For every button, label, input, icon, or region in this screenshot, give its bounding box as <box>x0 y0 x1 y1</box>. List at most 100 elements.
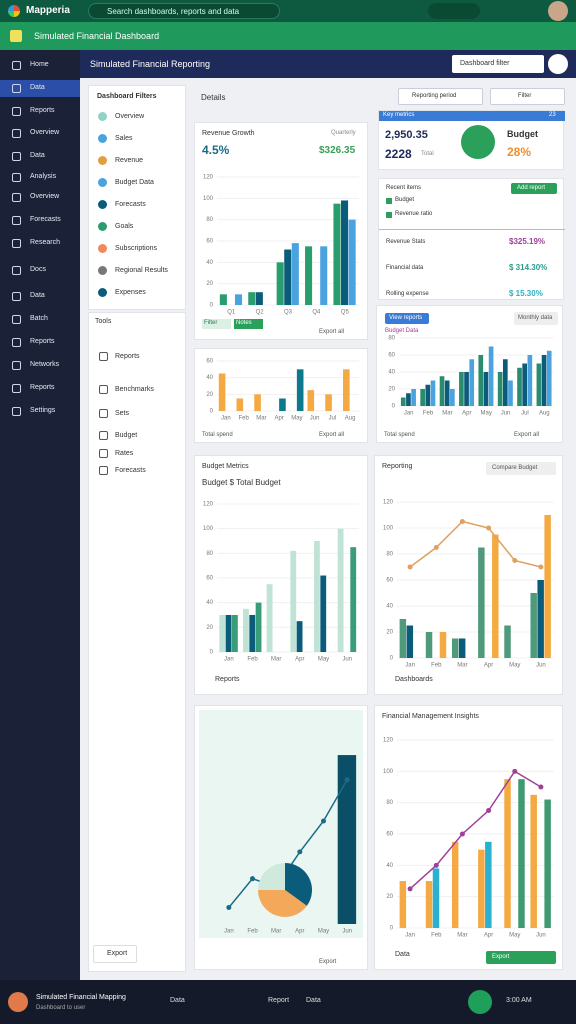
tool-item[interactable]: Reports <box>93 349 183 365</box>
line <box>409 770 542 890</box>
tab-icon <box>10 30 22 42</box>
sidebar-item[interactable]: Reports <box>0 334 80 351</box>
y-tick-label: 40 <box>206 375 213 381</box>
filter-icon <box>98 134 107 143</box>
sidebar-icon <box>12 129 21 138</box>
filter-icon <box>98 222 107 231</box>
sidebar-item[interactable]: Reports <box>0 103 80 120</box>
sidebar-item[interactable]: Overview <box>0 125 80 142</box>
bar <box>541 355 547 406</box>
bar <box>406 393 411 406</box>
filter-item[interactable]: Goals <box>93 218 183 236</box>
footer-icon[interactable] <box>468 990 492 1014</box>
dropdown[interactable] <box>490 88 565 105</box>
tool-icon <box>99 409 108 418</box>
sidebar-label: Home <box>30 61 49 68</box>
sidebar-icon <box>12 107 21 116</box>
filter-item[interactable]: Revenue <box>93 152 183 170</box>
y-tick-label: 60 <box>206 359 213 365</box>
sidebar-item[interactable]: Analysis <box>0 169 80 186</box>
tool-item[interactable]: Budget <box>93 428 183 444</box>
chart: Jan Feb Mar Apr May Jun <box>199 710 363 938</box>
card: Budget Metrics Budget $ Total Budget Repor… <box>194 455 368 695</box>
x-tick-label: Apr <box>484 663 493 669</box>
sidebar-item[interactable]: Reports <box>0 380 80 397</box>
y-tick-label: 40 <box>386 863 393 869</box>
sidebar-item[interactable]: Docs <box>0 262 80 279</box>
bar <box>234 294 243 305</box>
chart-button[interactable] <box>486 462 556 475</box>
y-tick-label: 100 <box>203 526 214 532</box>
filter-item[interactable]: Overview <box>93 108 183 126</box>
filter-item[interactable]: Regional Results <box>93 262 183 280</box>
x-tick-label: Jun <box>310 416 320 422</box>
bar <box>432 868 440 928</box>
sidebar-item[interactable]: Home <box>0 57 80 74</box>
header-icon[interactable] <box>548 54 568 74</box>
filter-icon <box>98 244 107 253</box>
badge-label: Filter <box>204 320 218 326</box>
tool-item[interactable]: Forecasts <box>93 463 183 479</box>
tool-label: Sets <box>115 410 130 417</box>
sidebar-item[interactable]: Data <box>0 148 80 165</box>
sidebar-item[interactable]: Forecasts <box>0 212 80 229</box>
button-label: Export <box>492 954 510 960</box>
top-button[interactable] <box>428 3 480 19</box>
tool-item[interactable]: Rates <box>93 446 183 462</box>
filter-item[interactable]: Forecasts <box>93 196 183 214</box>
chart-label: Total spend <box>384 432 415 438</box>
bar <box>314 541 320 652</box>
chart-button[interactable] <box>385 313 429 324</box>
card: Revenue Growth Quarterly 4.5% $326.35 Filter… <box>194 122 368 340</box>
line-point <box>459 831 465 837</box>
badge <box>234 319 263 329</box>
filter-button[interactable]: Dashboard filter <box>452 55 544 73</box>
x-tick-label: Feb <box>431 663 442 669</box>
chart-button[interactable] <box>514 312 558 325</box>
sidebar-item[interactable]: Data <box>0 80 80 97</box>
card: Reporting Compare Budget Dashboards 0 20 40 60… <box>374 455 563 695</box>
sidebar-label: Research <box>30 239 60 246</box>
sidebar-label: Overview <box>30 193 60 200</box>
dropdown[interactable] <box>398 88 483 105</box>
tool-item[interactable]: Benchmarks <box>93 382 183 398</box>
list-icon <box>386 212 392 218</box>
kpi-percent: 28% <box>507 145 532 159</box>
add-button[interactable] <box>511 183 557 194</box>
filter-label: Forecasts <box>115 201 146 208</box>
filter-item[interactable]: Sales <box>93 130 183 148</box>
export-button[interactable] <box>93 945 137 963</box>
pie-slice <box>258 890 307 917</box>
sidebar-item[interactable]: Data <box>0 288 80 305</box>
sidebar-item[interactable]: Batch <box>0 311 80 328</box>
sidebar-item[interactable]: Settings <box>0 403 80 420</box>
footer-status: Report <box>268 997 290 1004</box>
chart-footer: Reports <box>215 676 240 683</box>
chart-title: Reporting <box>382 463 413 470</box>
sidebar-item[interactable]: Research <box>0 235 80 252</box>
y-tick-label: 20 <box>386 894 393 900</box>
y-tick-label: 60 <box>386 832 393 838</box>
tool-label: Rates <box>115 450 134 457</box>
filter-item[interactable]: Budget Data <box>93 174 183 192</box>
sidebar-item[interactable]: Overview <box>0 189 80 206</box>
x-tick-label: Feb <box>247 657 258 663</box>
x-tick-label: Apr <box>462 411 471 417</box>
x-tick-label: May <box>481 411 492 417</box>
tool-label: Forecasts <box>115 467 146 474</box>
bar <box>254 394 261 411</box>
sidebar-label: Data <box>30 84 45 91</box>
y-tick-label: 120 <box>383 500 394 506</box>
bar <box>425 384 431 406</box>
sidebar-item[interactable]: Networks <box>0 357 80 374</box>
bar <box>291 243 299 305</box>
chart-button[interactable] <box>486 951 556 964</box>
tool-item[interactable]: Sets <box>93 406 183 422</box>
search[interactable]: Search dashboards, reports and data <box>88 3 280 19</box>
filter-item[interactable]: Subscriptions <box>93 240 183 258</box>
sidebar-icon <box>12 152 21 161</box>
filter-item[interactable]: Expenses <box>93 284 183 302</box>
line-point <box>486 525 492 531</box>
avatar[interactable] <box>548 1 568 21</box>
